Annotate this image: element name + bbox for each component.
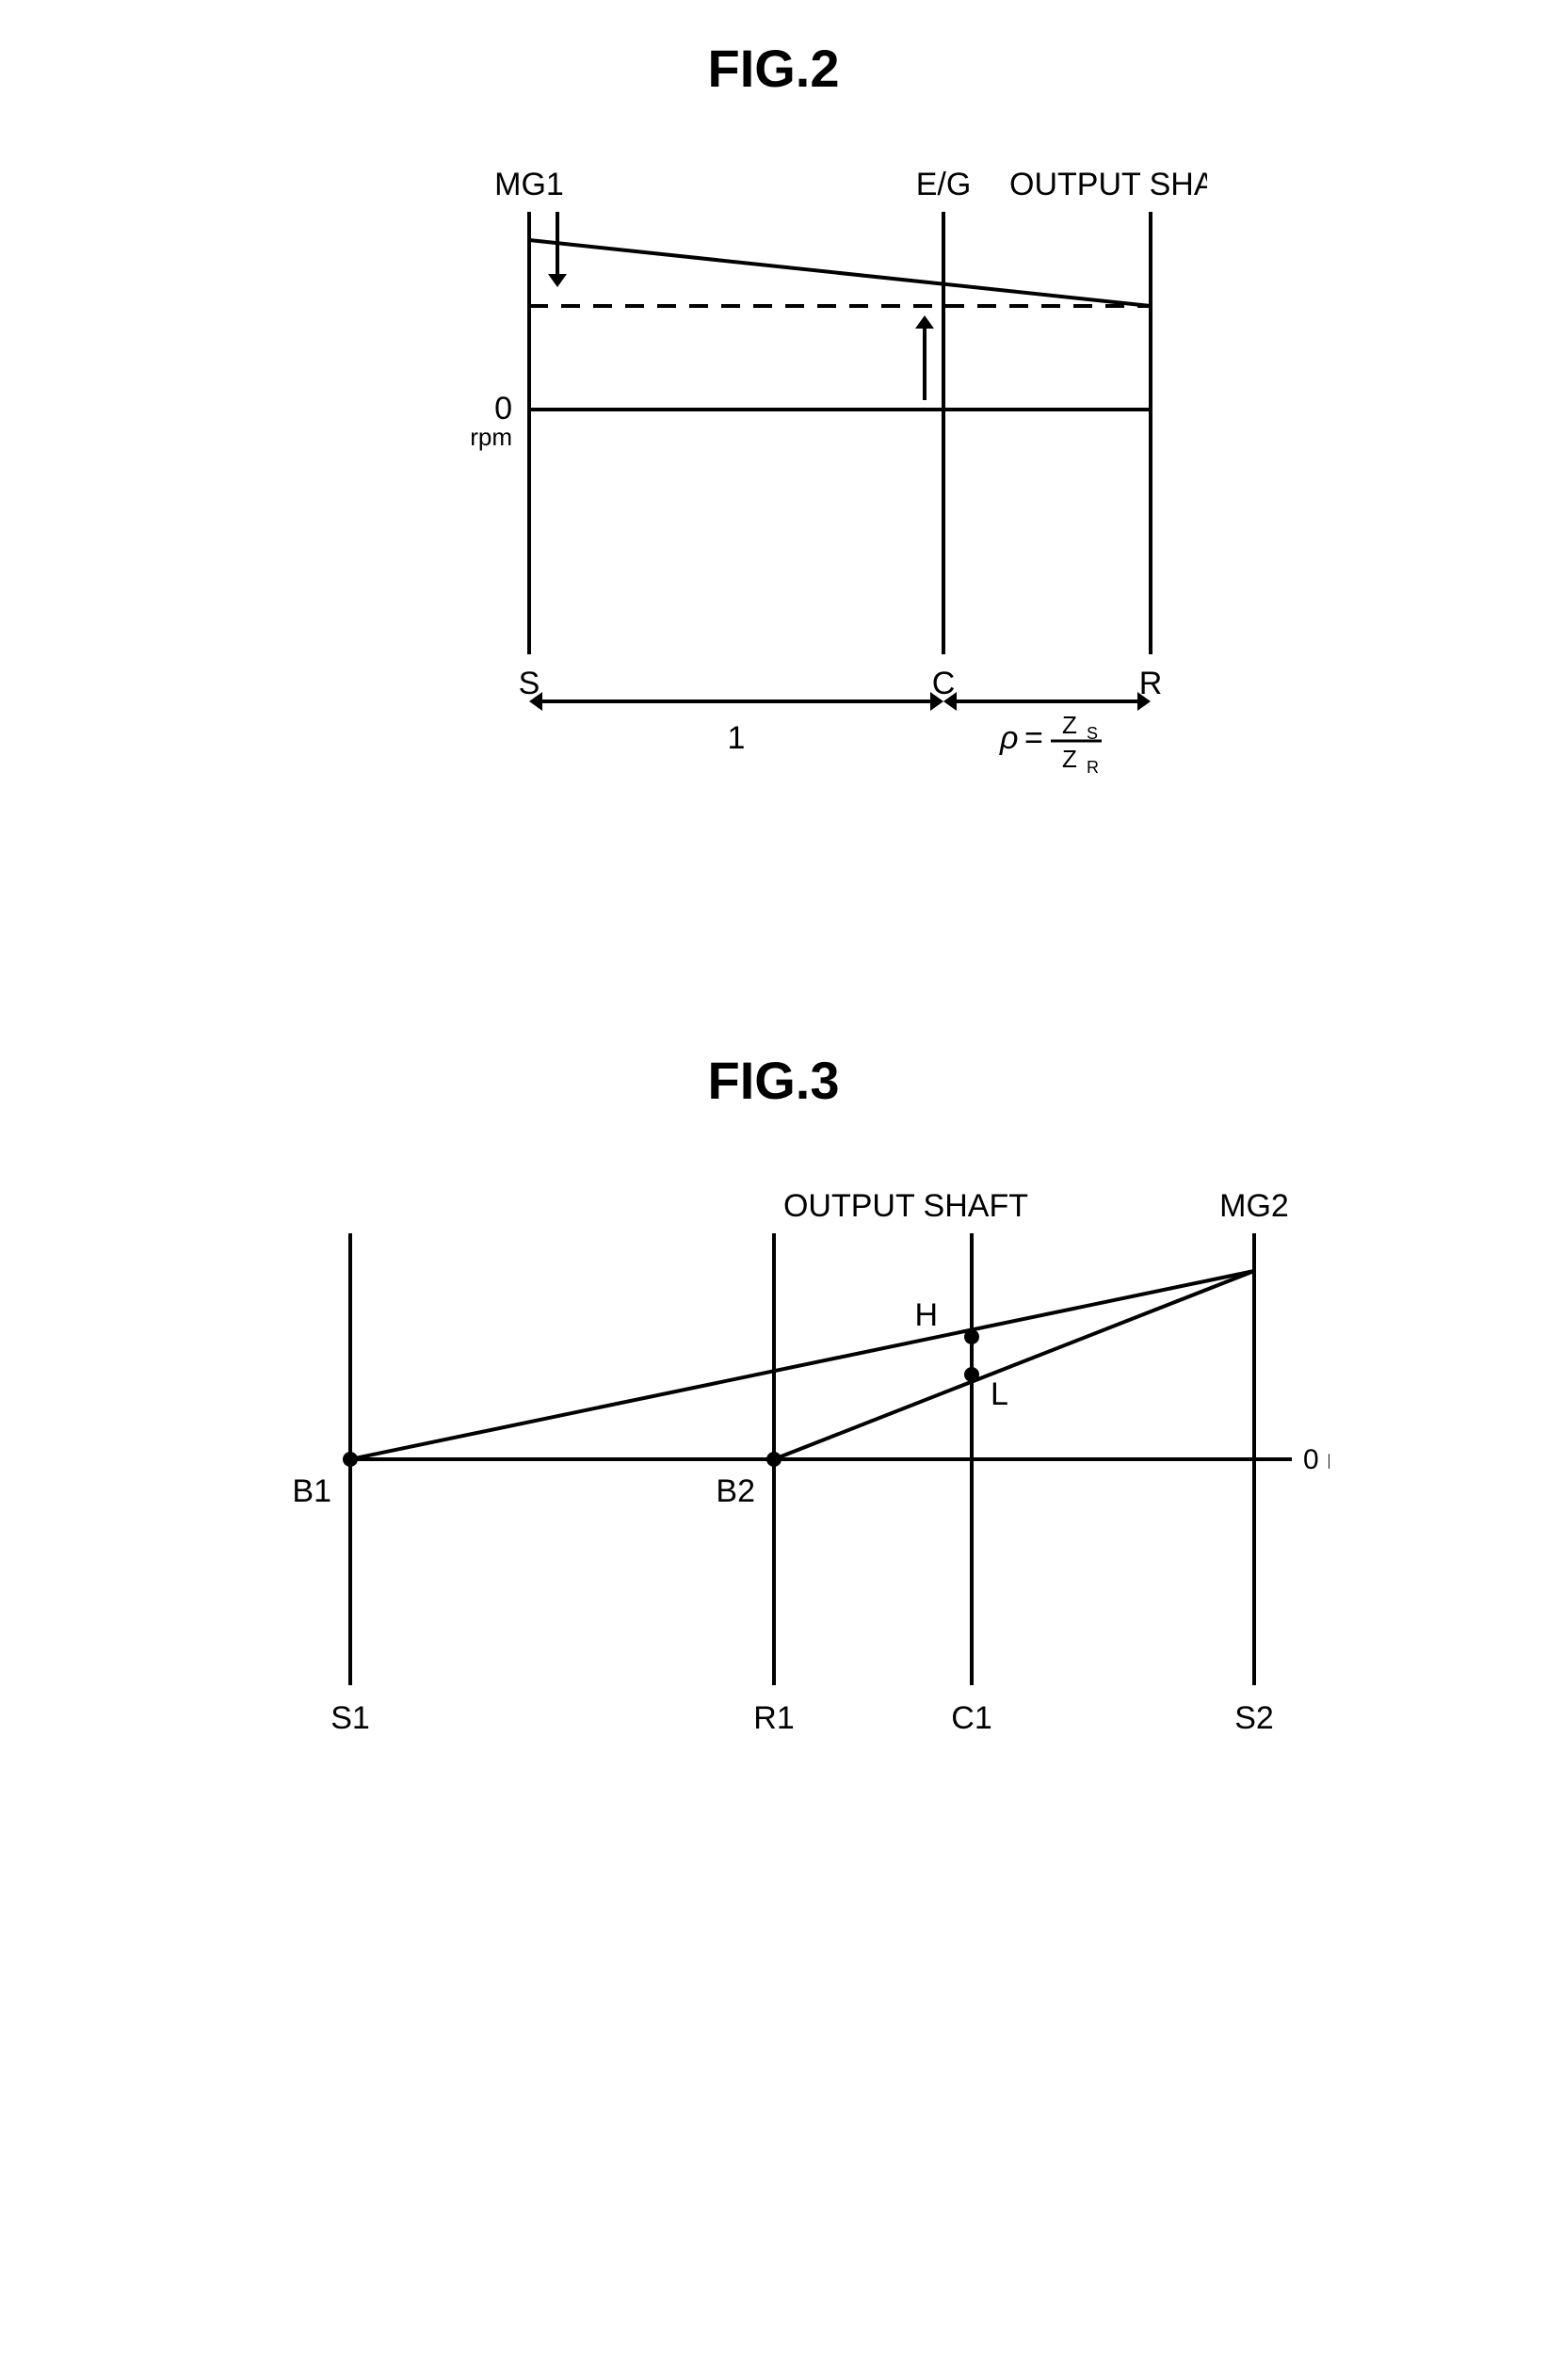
- fig2-title: FIG.2: [38, 38, 1509, 99]
- axis-bottom-label-S2: S2: [1234, 1700, 1274, 1736]
- axis-bottom-label-S1: S1: [330, 1700, 370, 1736]
- axis-top-label-S: MG1: [494, 167, 564, 202]
- fig3-diagram: S1 R1 OUTPUT SHAFT C1 MG2 S2 0 rpm B1 B2 H L: [218, 1139, 1329, 1761]
- rho-den: Z: [1062, 745, 1077, 773]
- fig3-title: FIG.3: [38, 1050, 1509, 1111]
- rpm-label: rpm: [470, 423, 512, 451]
- zero-label: 0: [494, 391, 512, 426]
- point-L: [964, 1367, 979, 1382]
- point-B1: [343, 1452, 358, 1467]
- axis-top-label-R: OUTPUT SHAFT: [1009, 167, 1207, 202]
- point-label-H: H: [914, 1297, 938, 1333]
- rho-den-sub: R: [1087, 758, 1099, 777]
- point-label-B1: B1: [292, 1473, 331, 1509]
- axis-top-label-C: E/G: [915, 167, 971, 202]
- axis-bottom-label-C1: C1: [951, 1700, 991, 1736]
- point-label-B2: B2: [716, 1473, 755, 1509]
- fig2-diagram: MG1SE/GCOUTPUT SHAFTR0rpm1ρ=ZSZR: [341, 127, 1207, 805]
- span1-label: 1: [727, 720, 745, 756]
- rho-num: Z: [1062, 711, 1077, 739]
- fig2-container: MG1SE/GCOUTPUT SHAFTR0rpm1ρ=ZSZR: [38, 127, 1509, 805]
- axis-bottom-label-S: S: [518, 666, 540, 701]
- point-label-L: L: [991, 1376, 1008, 1412]
- rho-eq: =: [1024, 720, 1043, 756]
- axis-bottom-label-R1: R1: [753, 1700, 794, 1736]
- rho-symbol: ρ: [999, 720, 1018, 756]
- point-H: [964, 1329, 979, 1344]
- axis-top-label-C1: OUTPUT SHAFT: [782, 1188, 1027, 1224]
- point-B2: [766, 1452, 782, 1467]
- axis-top-label-S2: MG2: [1219, 1188, 1289, 1224]
- fig3-container: S1 R1 OUTPUT SHAFT C1 MG2 S2 0 rpm B1 B2 H L: [38, 1139, 1509, 1761]
- zero-rpm-label: 0 rpm: [1303, 1444, 1329, 1475]
